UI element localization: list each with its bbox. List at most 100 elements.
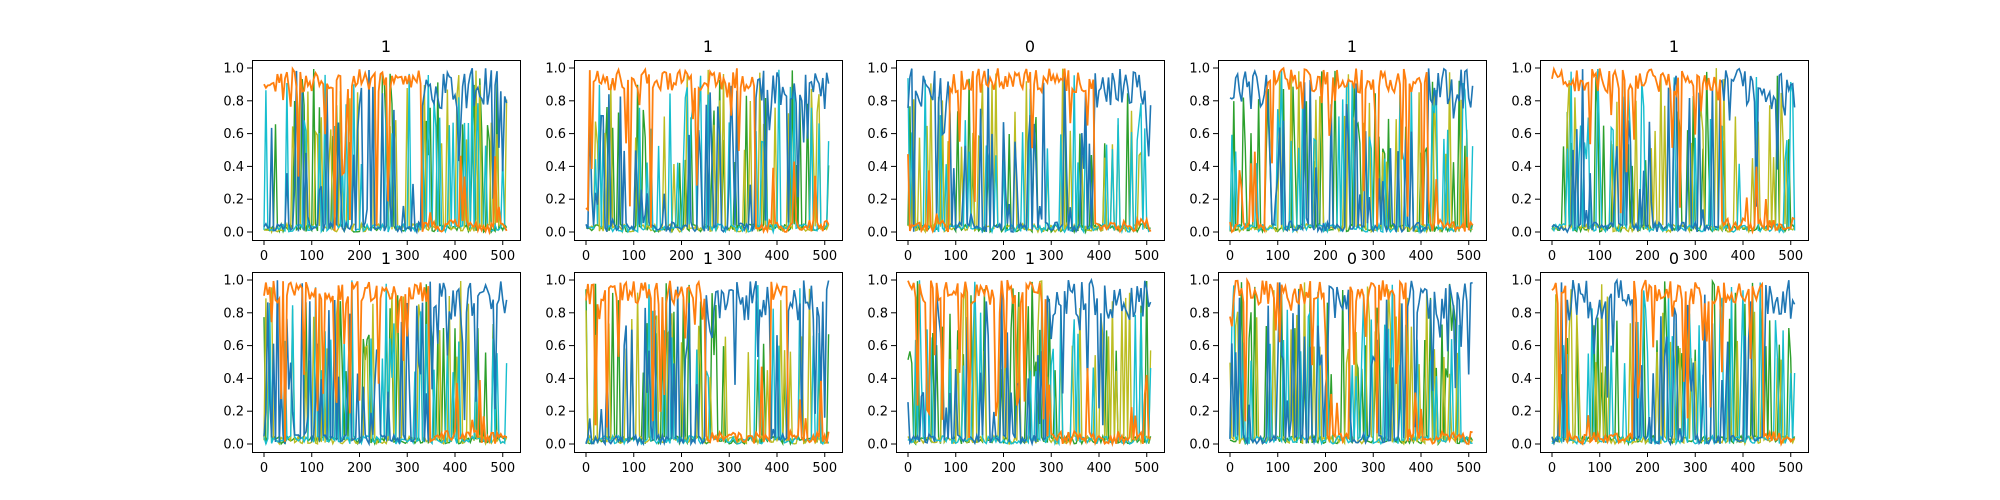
subplot-6: 1 0 100 200 300 400 500 0.0 0.2 0.4 0.6 0.8 1.0 [223,249,521,476]
x-tick-label: 500 [812,249,837,264]
y-tick-label: 0.0 [867,226,888,241]
x-tick-label: 400 [1087,249,1112,264]
x-tick-label: 200 [669,249,694,264]
x-tick-label: 300 [717,249,742,264]
x-tick-label: 200 [1635,461,1660,476]
x-tick-label: 300 [717,461,742,476]
subplot-3: 0 0 100 200 300 400 500 0.0 0.2 0.4 0.6 0.8 1.0 [867,37,1165,264]
x-tick-label: 200 [991,461,1016,476]
x-tick-label: 0 [260,461,268,476]
series-line-orange [1229,277,1473,445]
x-tick-label: 100 [1265,249,1290,264]
series-line-orange [907,279,1151,448]
panel-title: 0 [1025,37,1035,56]
y-tick-label: 0.2 [1511,193,1532,208]
axes-frame [574,60,843,241]
series-line-cyan [263,280,508,447]
x-tick-label: 400 [443,249,468,264]
panel-title: 1 [381,249,391,268]
y-tick-label: 1.0 [223,62,244,77]
y-tick-label: 0.2 [867,193,888,208]
subplot-10: 0 0 100 200 300 400 500 0.0 0.2 0.4 0.6 0.8 1.0 [1511,249,1809,476]
y-tick-label: 0.6 [545,127,566,142]
x-tick-label: 200 [347,249,372,264]
y-tick-label: 0.4 [1511,372,1532,387]
y-tick-label: 0.2 [867,405,888,420]
axes-frame [896,272,1165,453]
subplot-5: 1 0 100 200 300 400 500 0.0 0.2 0.4 0.6 0.8 1.0 [1511,37,1809,264]
series-line-blue [1229,67,1474,234]
x-tick-label: 500 [490,249,515,264]
series-line-orange [263,280,508,445]
y-tick-label: 0.6 [1511,339,1532,354]
series-line-orange [585,279,830,444]
y-tick-label: 0.4 [545,372,566,387]
y-tick-label: 0.0 [1511,438,1532,453]
subplot-9: 0 0 100 200 300 400 500 0.0 0.2 0.4 0.6 0.8 1.0 [1189,249,1487,476]
x-tick-label: 100 [299,461,324,476]
x-tick-label: 0 [1548,249,1556,264]
x-tick-label: 400 [1409,249,1434,264]
series-line-orange [1229,66,1474,234]
x-tick-label: 0 [1226,249,1234,264]
series-line-blue [263,280,508,447]
series-line-blue [1551,67,1796,234]
series-line-blue [1551,277,1796,447]
y-tick-label: 0.0 [545,438,566,453]
x-tick-label: 0 [904,249,912,264]
axes-frame [1540,272,1809,453]
y-tick-label: 1.0 [1511,62,1532,77]
x-tick-label: 200 [991,249,1016,264]
y-tick-label: 0.0 [223,226,244,241]
y-tick-label: 0.8 [1189,94,1210,109]
x-tick-label: 300 [1361,461,1386,476]
y-tick-label: 0.0 [223,438,244,453]
y-tick-label: 0.8 [867,306,888,321]
series-line-orange [585,67,830,235]
x-tick-label: 500 [1134,461,1159,476]
series-line-blue [907,68,1152,234]
y-tick-label: 0.8 [545,94,566,109]
y-tick-label: 0.2 [223,405,244,420]
y-tick-label: 0.8 [867,94,888,109]
series-line-blue [263,67,508,235]
y-tick-label: 0.8 [223,306,244,321]
x-tick-label: 200 [1313,461,1338,476]
plot-area [585,279,830,447]
x-tick-label: 200 [1313,249,1338,264]
series-line-blue [585,70,830,234]
x-tick-label: 500 [1456,249,1481,264]
x-tick-label: 400 [1087,461,1112,476]
x-tick-label: 100 [943,461,968,476]
y-tick-label: 0.0 [867,438,888,453]
axes-frame [252,60,521,241]
plot-area [1551,66,1796,235]
series-line-orange [907,68,1152,234]
series-line-cyan [1229,69,1474,235]
y-tick-label: 0.4 [223,372,244,387]
x-tick-label: 0 [260,249,268,264]
y-tick-label: 1.0 [223,274,244,289]
y-tick-label: 0.4 [1511,160,1532,175]
x-tick-label: 400 [1409,461,1434,476]
x-tick-label: 200 [1635,249,1660,264]
y-tick-label: 0.6 [223,127,244,142]
series-line-cyan [585,284,830,446]
x-tick-label: 500 [1778,249,1803,264]
y-tick-label: 0.4 [545,160,566,175]
y-tick-label: 0.2 [223,193,244,208]
axes-frame [896,60,1165,241]
axes-frame [1218,272,1487,453]
y-tick-label: 1.0 [867,62,888,77]
plot-area [585,67,830,235]
y-tick-label: 0.6 [1189,127,1210,142]
y-tick-label: 0.6 [867,127,888,142]
panel-title: 1 [1347,37,1357,56]
subplot-4: 1 0 100 200 300 400 500 0.0 0.2 0.4 0.6 0.8 1.0 [1189,37,1487,264]
y-tick-label: 0.6 [1511,127,1532,142]
y-tick-label: 1.0 [545,274,566,289]
y-tick-label: 0.4 [867,160,888,175]
x-tick-label: 200 [347,461,372,476]
x-tick-label: 300 [1683,461,1708,476]
